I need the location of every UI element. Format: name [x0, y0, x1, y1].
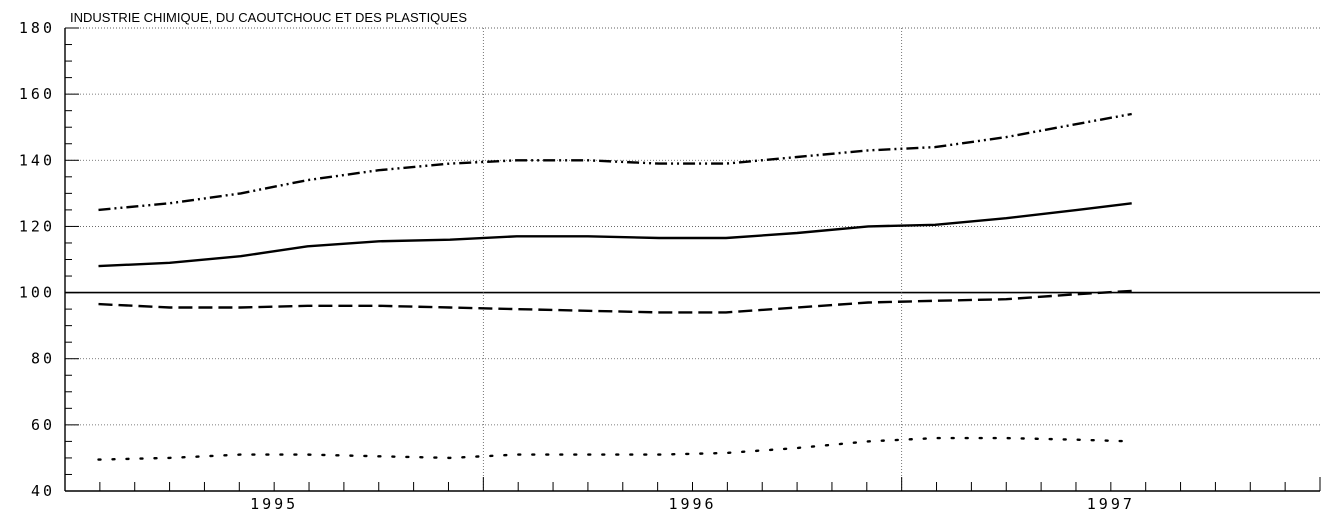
axes	[64, 27, 1321, 492]
y-tick-label: 160	[19, 85, 55, 103]
y-tick-label: 80	[31, 350, 55, 368]
series-line-solid	[98, 202, 1132, 268]
y-tick-label: 140	[19, 151, 55, 169]
x-tick-label: 1997	[1087, 495, 1135, 513]
y-tick-label: 60	[31, 416, 55, 434]
tick-labels: 40 60 80 100 120 140 160 180 1995 1996 1997	[19, 19, 1135, 513]
x-tick-label: 1996	[668, 495, 716, 513]
series-line-dotted	[97, 436, 1133, 461]
y-tick-label: 120	[19, 217, 55, 235]
x-tick-label: 1995	[250, 495, 298, 513]
series-line-dash-dot-dot	[98, 112, 1132, 212]
series-group	[97, 112, 1133, 461]
series-line-dashed	[98, 289, 1132, 314]
y-tick-label: 180	[19, 19, 55, 37]
grid	[65, 27, 1320, 491]
chart-title: INDUSTRIE CHIMIQUE, DU CAOUTCHOUC ET DES…	[70, 10, 467, 25]
y-tick-label: 100	[19, 284, 55, 302]
y-tick-label: 40	[31, 482, 55, 500]
